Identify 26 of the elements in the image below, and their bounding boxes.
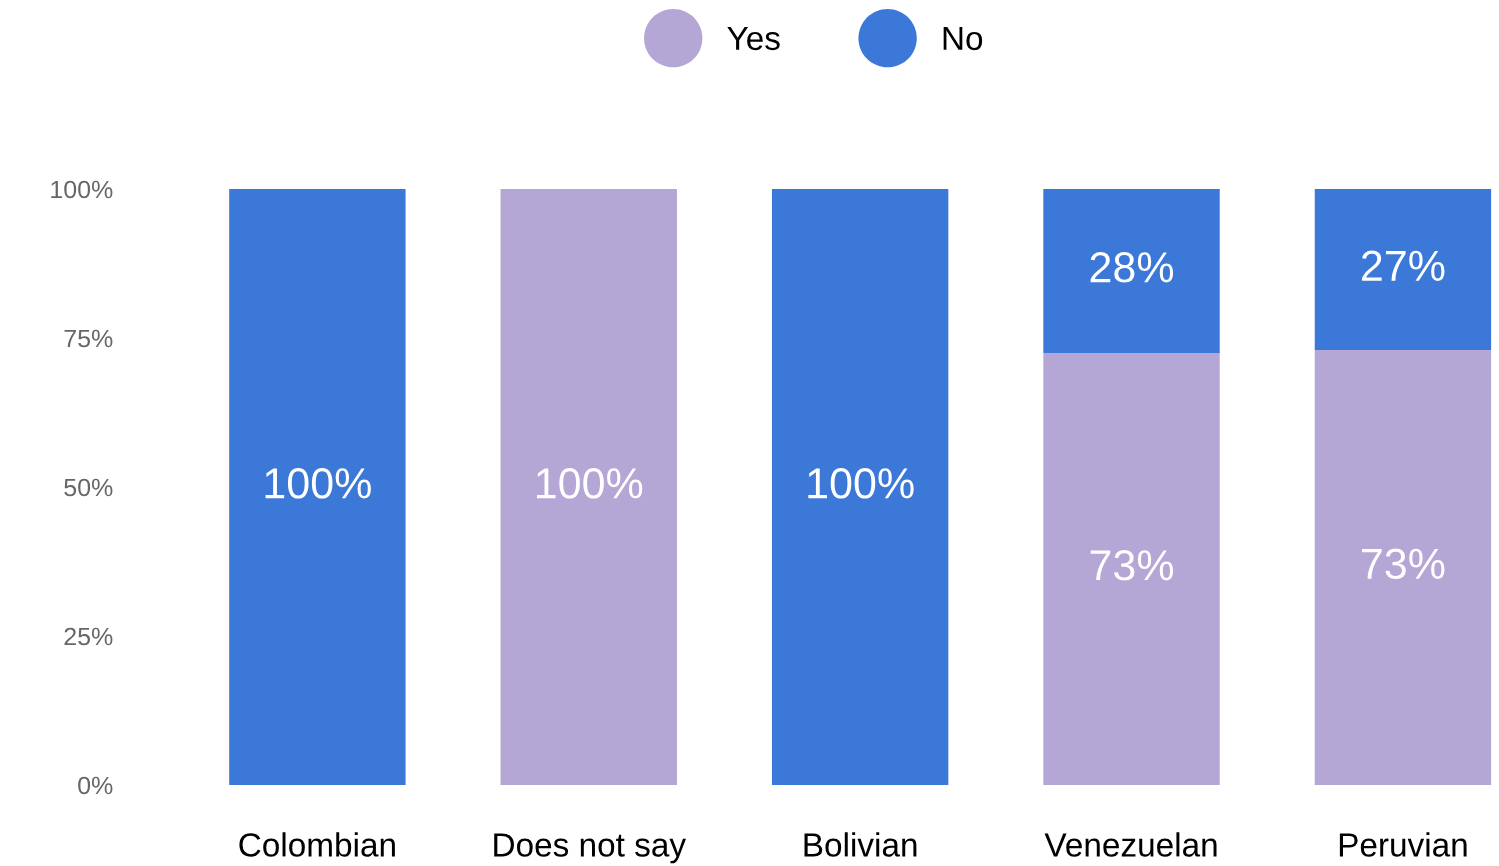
bar	[1314, 349, 1492, 786]
y-tick-label: 25%	[64, 627, 113, 646]
bar	[229, 189, 406, 786]
bar	[1043, 352, 1220, 786]
y-tick-label: 0%	[78, 776, 113, 795]
data-label: 73%	[1090, 550, 1174, 581]
legend-label: No	[943, 26, 983, 51]
data-label: 27%	[1362, 250, 1445, 281]
x-tick-label: Venezuelan	[1044, 832, 1217, 857]
bar	[500, 189, 677, 786]
data-label: 28%	[1090, 252, 1174, 283]
data-label: 100%	[808, 468, 914, 499]
y-tick-label: 75%	[64, 329, 113, 348]
legend-label: Yes	[727, 26, 780, 51]
x-tick-label: Bolivian	[804, 832, 917, 857]
x-tick-label: Colombian	[239, 832, 395, 857]
bar	[771, 189, 949, 786]
y-tick-label: 100%	[51, 180, 113, 199]
bar	[1043, 189, 1220, 353]
x-tick-label: Peruvian	[1339, 832, 1467, 857]
data-label: 73%	[1362, 548, 1445, 580]
x-tick-label: Does not say	[494, 833, 686, 864]
data-label: 100%	[265, 468, 371, 499]
data-label: 100%	[536, 468, 643, 499]
bar	[1314, 189, 1492, 350]
y-tick-label: 50%	[64, 478, 113, 497]
